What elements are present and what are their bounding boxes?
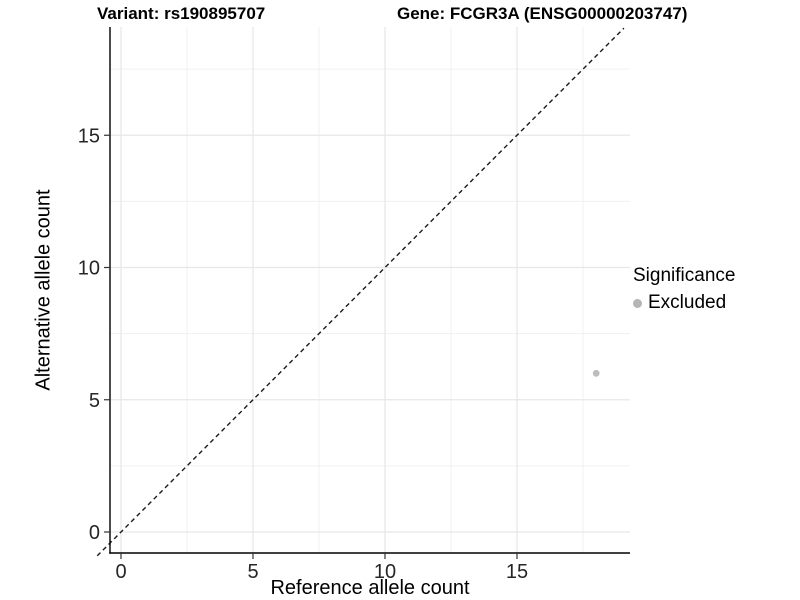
tick-label: 5 [247,561,258,583]
legend-item-label: Excluded [648,292,727,313]
tick-label: 5 [89,390,100,412]
tick-label: 15 [78,125,100,147]
legend: Significance Excluded [633,265,735,314]
legend-key-dot [633,298,642,308]
tick-label: 0 [115,561,126,583]
plot-title-variant: Variant: rs190895707 [97,4,266,23]
x-axis-title: Reference allele count [270,577,470,599]
legend-item-excluded: Excluded [633,292,735,314]
plot-title-gene: Gene: FCGR3A (ENSG00000203747) [397,4,688,23]
data-point [592,369,600,377]
tick-label: 10 [78,258,100,280]
y-axis-title: Alternative allele count [32,189,55,391]
legend-title: Significance [633,265,736,286]
tick-label: 15 [506,561,528,583]
tick-label: 10 [374,561,396,583]
tick-label: 0 [89,522,100,544]
